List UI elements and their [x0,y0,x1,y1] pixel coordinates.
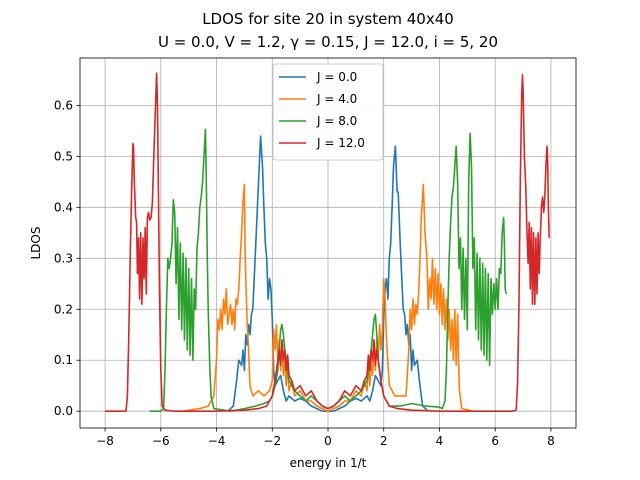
x-tick-label: −8 [96,434,114,448]
series-lines [105,72,550,412]
y-tick-label: 0.1 [54,353,73,367]
legend: J = 0.0 J = 4.0 J = 8.0 J = 12.0 [272,63,384,161]
x-tick-label: 0 [324,434,332,448]
y-tick-label: 0.5 [54,149,73,163]
x-tick-label: −6 [152,434,170,448]
x-tick-label: 6 [491,434,499,448]
x-tick-label: −4 [208,434,226,448]
legend-entry-label: J = 4.0 [316,92,357,106]
y-axis-ticks: 0.0 0.1 0.2 0.3 0.4 0.5 0.6 [54,98,80,418]
y-tick-label: 0.2 [54,302,73,316]
legend-entry-label: J = 8.0 [316,114,357,128]
series-line [182,183,474,412]
x-tick-label: 2 [380,434,388,448]
series-line [227,135,429,412]
x-axis-ticks: −8 −6 −4 −2 0 2 4 6 8 [96,428,555,448]
y-tick-label: 0.6 [54,98,73,112]
x-tick-label: 8 [547,434,555,448]
y-tick-label: 0.0 [54,404,73,418]
y-tick-label: 0.3 [54,251,73,265]
chart-title-line1: LDOS for site 20 in system 40x40 [202,10,454,28]
x-tick-label: 4 [436,434,444,448]
y-tick-label: 0.4 [54,200,73,214]
chart-title-line2: U = 0.0, V = 1.2, γ = 0.15, J = 12.0, i … [158,33,498,51]
y-axis-label: LDOS [29,227,43,260]
legend-entry-label: J = 0.0 [316,70,357,84]
x-axis-label: energy in 1/t [290,456,367,470]
series-line [105,72,550,412]
legend-box [272,63,384,161]
series-line [149,128,508,412]
x-tick-label: −2 [263,434,281,448]
legend-entry-label: J = 12.0 [316,136,365,150]
